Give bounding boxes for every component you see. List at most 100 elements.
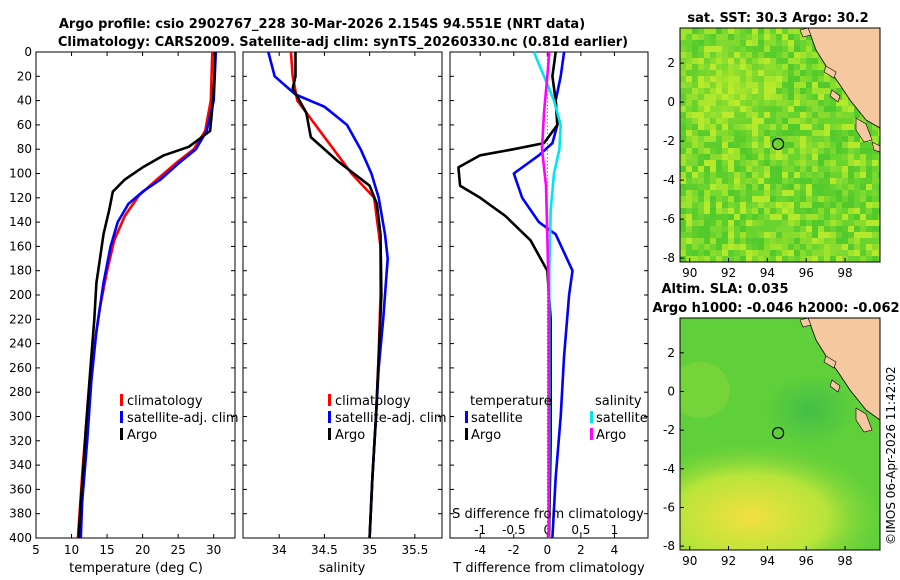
sst-cell [878, 256, 880, 262]
sst-cell [806, 208, 812, 214]
sst-cell [788, 130, 794, 136]
sst-cell [878, 196, 880, 202]
sst-cell [848, 166, 854, 172]
sst-cell [818, 190, 824, 196]
temperature-axis-ticks: 5 10 15 20 25 30 [32, 52, 221, 557]
sst-cell [686, 148, 692, 154]
sst-cell [812, 46, 818, 52]
sst-cell [764, 166, 770, 172]
sst-cell [848, 178, 854, 184]
map-x-tick-label: 90 [682, 266, 697, 280]
sst-cell [794, 202, 800, 208]
sst-cell [842, 106, 848, 112]
map-x-tick-label: 92 [721, 266, 736, 280]
sst-cell [716, 154, 722, 160]
island [871, 141, 880, 153]
x-tick-label: 20 [135, 543, 150, 557]
sst-cell [800, 226, 806, 232]
sst-cell [842, 250, 848, 256]
argo-position-marker [771, 137, 785, 151]
sst-cell [698, 154, 704, 160]
sst-cell [794, 106, 800, 112]
sst-cell [776, 160, 782, 166]
sst-cell [716, 244, 722, 250]
sst-cell [854, 184, 860, 190]
sst-cell [800, 112, 806, 118]
sst-cell [800, 196, 806, 202]
sst-cell [794, 100, 800, 106]
sst-cell [806, 160, 812, 166]
sst-cell [788, 88, 794, 94]
sst-cell [836, 238, 842, 244]
sst-cell [800, 64, 806, 70]
sst-cell [842, 178, 848, 184]
sst-cell [722, 220, 728, 226]
sst-cell [692, 136, 698, 142]
sst-cell [722, 250, 728, 256]
sst-cell [848, 112, 854, 118]
sst-cell [692, 154, 698, 160]
sst-cell [782, 46, 788, 52]
sst-cell [734, 250, 740, 256]
sst-cell [806, 40, 812, 46]
sst-cell [812, 256, 818, 262]
sst-cell [752, 160, 758, 166]
sst-cell [716, 238, 722, 244]
sst-cell [860, 190, 866, 196]
sst-cell [704, 256, 710, 262]
sst-cell [842, 136, 848, 142]
sst-cell [872, 172, 878, 178]
sst-cell [770, 148, 776, 154]
sst-cell [794, 70, 800, 76]
sst-cell [722, 184, 728, 190]
sst-cell [758, 148, 764, 154]
sst-cell [728, 208, 734, 214]
sst-cell [788, 46, 794, 52]
sst-cell [770, 160, 776, 166]
sst-cell [746, 28, 752, 34]
sst-cell [854, 130, 860, 136]
sst-cell [800, 70, 806, 76]
sst-cell [800, 142, 806, 148]
sst-cell [872, 196, 878, 202]
temperature-axis-label: temperature (deg C) [69, 561, 203, 576]
sst-cell [794, 244, 800, 250]
sst-cell [860, 142, 866, 148]
legend-label-argo: Argo [127, 428, 157, 443]
sst-cell [818, 232, 824, 238]
sst-cell [818, 148, 824, 154]
sst-cell [734, 232, 740, 238]
sst-cell [758, 214, 764, 220]
sst-cell [800, 172, 806, 178]
sst-cell [866, 208, 872, 214]
sst-cell [872, 154, 878, 160]
sst-cell [836, 142, 842, 148]
sst-cell [788, 196, 794, 202]
salinity-panel: 34 34.5 35 35.5 salinity climatology satell… [242, 51, 447, 576]
sst-cell [776, 250, 782, 256]
sst-cell [788, 190, 794, 196]
sst-cell [848, 250, 854, 256]
sst-cell [710, 28, 716, 34]
sst-cell [812, 82, 818, 88]
sst-cell [812, 250, 818, 256]
sst-cell [860, 160, 866, 166]
sst-cell [794, 64, 800, 70]
sst-cell [836, 88, 842, 94]
sst-cell [734, 166, 740, 172]
sst-cell [704, 178, 710, 184]
sst-cell [776, 148, 782, 154]
sst-cell [692, 208, 698, 214]
sst-cell [692, 244, 698, 250]
sst-cell [704, 160, 710, 166]
sst-cell [818, 82, 824, 88]
sst-cell [800, 214, 806, 220]
sst-cell [728, 190, 734, 196]
sst-cell [740, 28, 746, 34]
sst-cell [878, 178, 880, 184]
sst-cell [812, 136, 818, 142]
sst-cell [680, 136, 686, 142]
sst-cell [788, 112, 794, 118]
sst-cell [794, 34, 800, 40]
sst-cell [848, 208, 854, 214]
